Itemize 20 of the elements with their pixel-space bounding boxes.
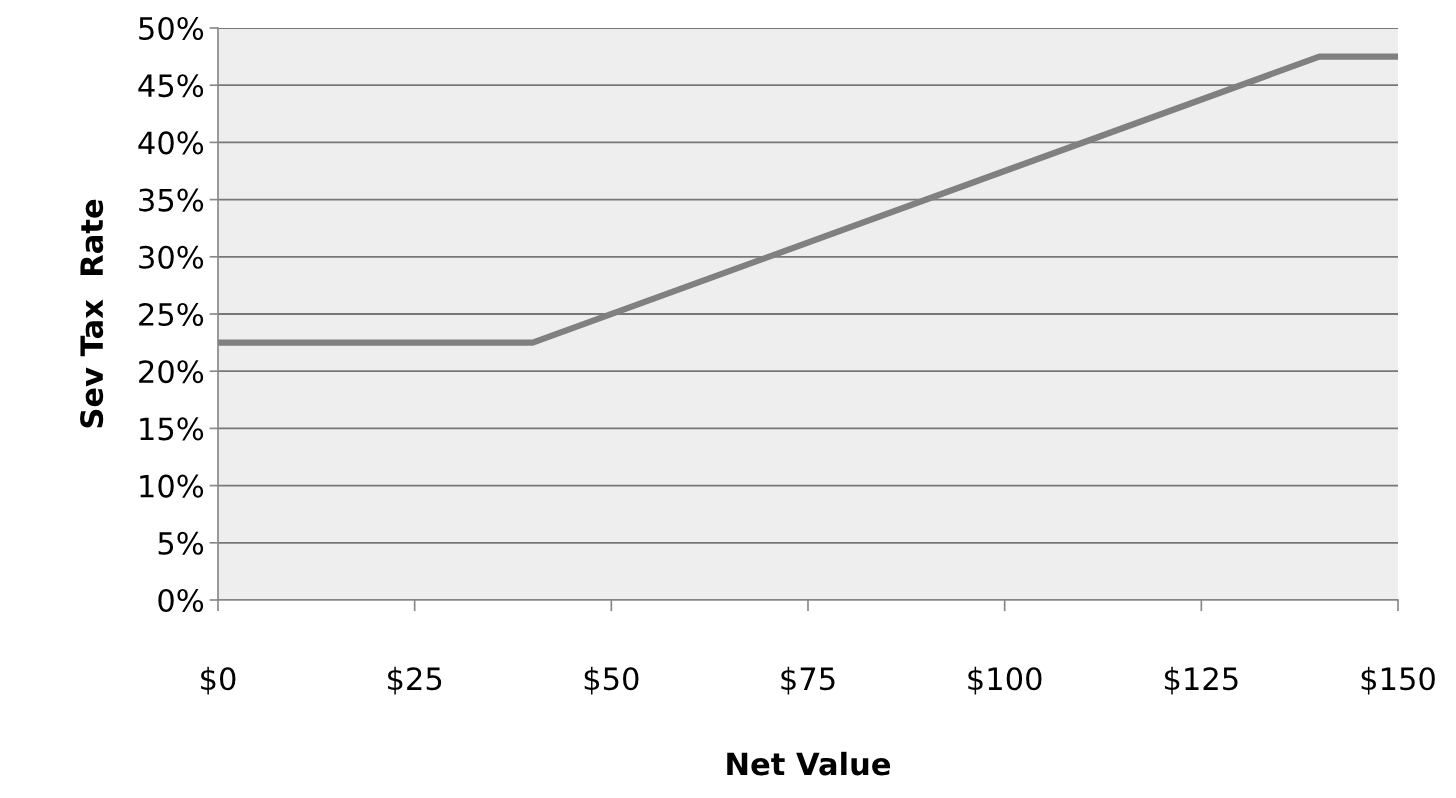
y-tick-label: 15% [140,417,204,441]
x-tick-label: $0 [201,666,236,695]
y-axis-title: Sev Tax Rate [80,199,104,428]
y-tick-label: 40% [138,131,204,155]
x-tick-label: $25 [388,666,442,695]
y-tick-label: 5% [158,531,204,555]
y-tick-label: 20% [139,360,204,384]
x-tick-label: $125 [1164,666,1238,695]
x-tick-label: $100 [968,666,1042,695]
y-tick-label: 25% [139,302,204,327]
y-tick-label: 30% [139,245,204,269]
y-tick-label: 50% [139,16,204,41]
x-tick-label: $50 [584,666,639,695]
y-tick-label: 35% [139,188,204,212]
y-tick-label: 45% [138,74,204,98]
x-tick-label: $75 [781,666,835,695]
y-tick-label: 0% [158,588,204,613]
x-tick-label: $150 [1361,666,1435,695]
y-tick-label: 10% [140,474,204,498]
x-axis-title: Net Value [727,751,891,776]
